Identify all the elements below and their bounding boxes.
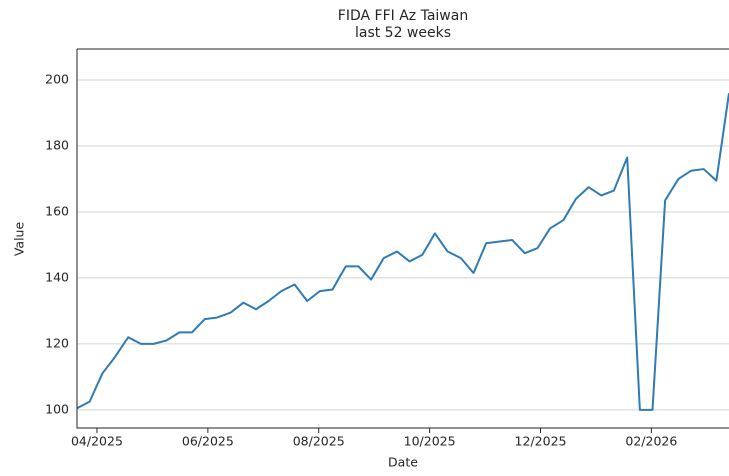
- x-tick-label: 12/2025: [515, 434, 567, 449]
- axes-frame: [76, 48, 729, 429]
- y-tick-label: 160: [45, 203, 69, 218]
- y-tick-label: 180: [45, 137, 69, 152]
- x-tick-label: 02/2026: [625, 434, 677, 449]
- y-tick-label: 100: [45, 401, 69, 416]
- y-tick-label: 120: [45, 335, 69, 350]
- x-tick-label: 04/2025: [71, 434, 123, 449]
- x-tick-label: 10/2025: [404, 434, 456, 449]
- y-tick-label: 200: [45, 72, 69, 87]
- y-axis-label: Value: [12, 222, 27, 257]
- grid: [77, 79, 729, 411]
- x-axis-label: Date: [388, 455, 418, 470]
- chart-subtitle: last 52 weeks: [355, 25, 451, 41]
- chart-title: FIDA FFI Az Taiwan: [338, 8, 468, 24]
- x-tick-label: 06/2025: [182, 434, 234, 449]
- y-tick-label: 140: [45, 269, 69, 284]
- plot-area: [77, 93, 729, 411]
- data-line: [77, 93, 729, 411]
- x-tick-label: 08/2025: [293, 434, 345, 449]
